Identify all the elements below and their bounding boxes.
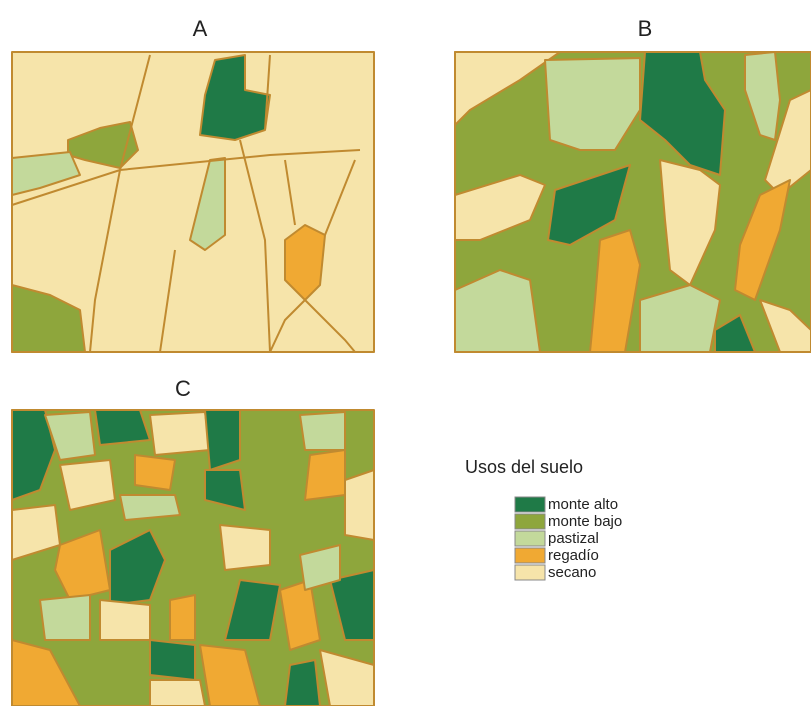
parcel: [135, 455, 175, 490]
map-a: [12, 52, 374, 352]
panel-label: A: [193, 16, 208, 41]
legend-label: regadío: [548, 547, 599, 564]
parcel: [60, 460, 115, 510]
parcel: [305, 450, 345, 500]
parcel: [285, 660, 320, 706]
parcel: [220, 525, 270, 570]
legend-swatch: [515, 565, 545, 580]
legend-swatch: [515, 531, 545, 546]
legend-label: monte bajo: [548, 513, 622, 530]
parcel: [170, 595, 195, 640]
parcel: [95, 410, 150, 445]
map-c: [12, 410, 374, 706]
legend-swatch: [515, 514, 545, 529]
legend-swatch: [515, 548, 545, 563]
parcel: [100, 600, 150, 640]
panel-label: B: [638, 16, 653, 41]
parcel: [150, 640, 195, 680]
parcel: [150, 412, 210, 455]
legend-label: secano: [548, 564, 596, 581]
legend-swatch: [515, 497, 545, 512]
legend-title: Usos del suelo: [465, 457, 583, 477]
map-b: [455, 52, 811, 352]
legend-label: pastizal: [548, 530, 599, 547]
figure: A B C: [0, 0, 811, 706]
parcel: [40, 595, 90, 640]
panel-label: C: [175, 376, 191, 401]
parcel: [120, 495, 180, 520]
parcel: [150, 680, 205, 706]
legend-label: monte alto: [548, 496, 618, 513]
parcel: [345, 470, 374, 540]
parcel: [300, 412, 345, 450]
parcel: [205, 410, 240, 470]
